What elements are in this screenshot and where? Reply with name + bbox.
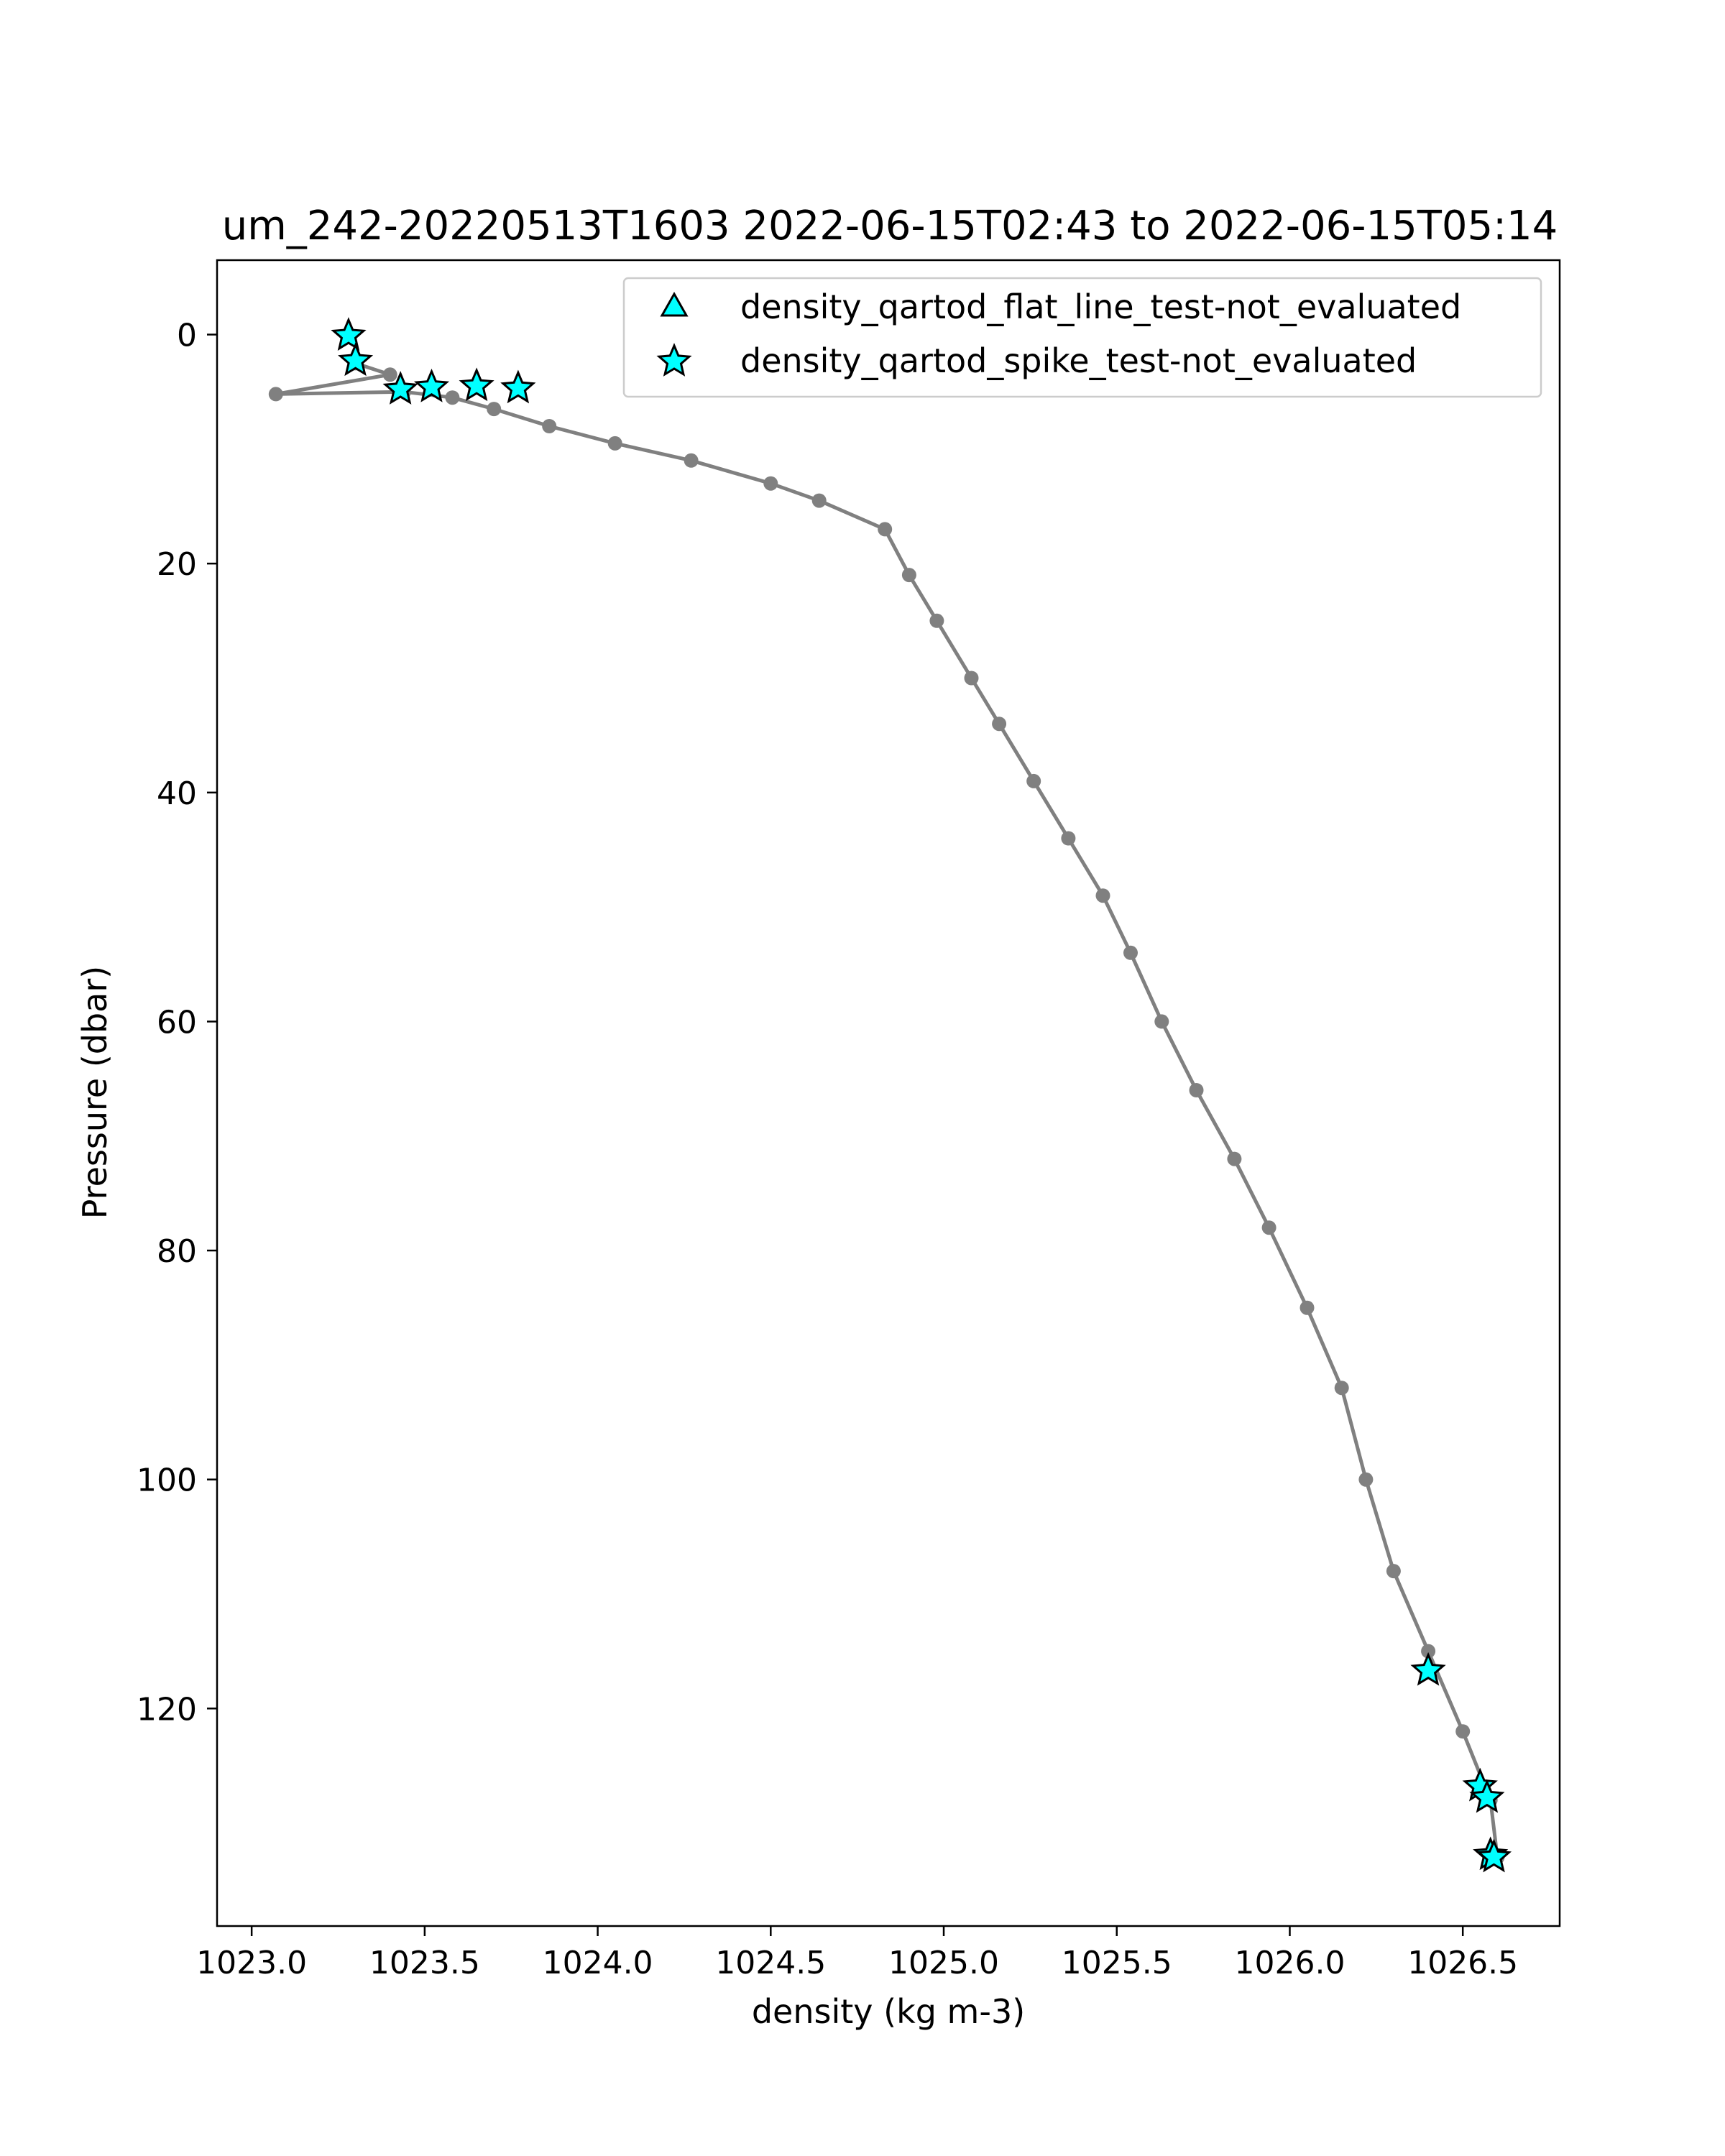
y-tick-label: 80 bbox=[157, 1233, 197, 1270]
x-tick-label: 1023.5 bbox=[369, 1945, 480, 1981]
profile-point bbox=[1154, 1014, 1169, 1029]
profile-point bbox=[1123, 945, 1138, 960]
legend-entry-spike: density_qartod_spike_test-not_evaluated bbox=[740, 341, 1417, 380]
profile-point bbox=[929, 613, 944, 628]
legend: density_qartod_flat_line_test-not_evalua… bbox=[622, 277, 1542, 398]
profile-point bbox=[1227, 1151, 1242, 1166]
plot-area-frame bbox=[216, 259, 1561, 1927]
spike-test-star-marker bbox=[338, 342, 374, 377]
legend-star-icon bbox=[656, 343, 692, 377]
spike-test-star-marker bbox=[382, 371, 418, 405]
profile-point bbox=[1095, 888, 1110, 903]
x-tick-label: 1025.0 bbox=[888, 1945, 999, 1981]
profile-point bbox=[382, 367, 397, 382]
profile-point bbox=[684, 453, 699, 468]
profile-point bbox=[1421, 1644, 1436, 1659]
profile-point bbox=[901, 568, 916, 583]
x-axis: 1023.0 1023.5 1024.0 1024.5 1025.0 1025.5 1026… bbox=[196, 1926, 1518, 1981]
spike-test-star-marker bbox=[413, 368, 450, 402]
x-axis-label: density (kg m-3) bbox=[752, 1992, 1025, 2031]
profile-point bbox=[964, 671, 979, 686]
y-tick-label: 0 bbox=[177, 318, 197, 354]
y-axis: 0 20 40 60 80 100 120 bbox=[137, 318, 217, 1728]
profile-point bbox=[542, 419, 557, 433]
x-tick-label: 1026.0 bbox=[1234, 1945, 1345, 1981]
profile-point bbox=[1061, 831, 1076, 846]
y-tick-label: 20 bbox=[157, 546, 197, 583]
spike-test-star-marker bbox=[500, 369, 536, 404]
profile-point bbox=[763, 476, 778, 491]
profile-point bbox=[1026, 773, 1041, 788]
profile-point bbox=[487, 402, 502, 417]
y-tick-label: 120 bbox=[137, 1691, 197, 1728]
profile-point bbox=[878, 522, 893, 537]
y-tick-label: 40 bbox=[157, 775, 197, 812]
profile-point bbox=[445, 390, 460, 405]
x-tick-label: 1023.0 bbox=[196, 1945, 307, 1981]
profile-point bbox=[1386, 1564, 1401, 1579]
y-tick-label: 100 bbox=[137, 1462, 197, 1499]
y-axis-label: Pressure (dbar) bbox=[75, 966, 114, 1219]
profile-point bbox=[1189, 1083, 1204, 1097]
legend-star-shape bbox=[656, 343, 692, 377]
profile-point bbox=[1358, 1472, 1374, 1487]
profile-point bbox=[1261, 1220, 1276, 1235]
profile-line bbox=[274, 361, 1499, 1858]
legend-box bbox=[622, 277, 1542, 398]
spike-test-star-marker bbox=[1476, 1838, 1512, 1873]
profile-point bbox=[811, 493, 827, 508]
x-tick-label: 1025.5 bbox=[1062, 1945, 1172, 1981]
chart-title: um_242-20220513T1603 2022-06-15T02:43 to… bbox=[222, 203, 1558, 249]
profile-point bbox=[1455, 1724, 1471, 1739]
profile-point bbox=[992, 717, 1007, 732]
profile-point bbox=[1300, 1300, 1315, 1315]
spike-test-star-marker bbox=[1410, 1651, 1446, 1686]
legend-triangle-icon bbox=[660, 291, 689, 317]
x-tick-label: 1024.0 bbox=[543, 1945, 653, 1981]
spike-test-star-marker bbox=[331, 317, 367, 351]
legend-entry-flat-line: density_qartod_flat_line_test-not_evalua… bbox=[740, 287, 1461, 326]
profile-point bbox=[268, 387, 283, 402]
spike-test-star-marker bbox=[1469, 1779, 1505, 1813]
flag-markers bbox=[331, 317, 1512, 1873]
profile-point bbox=[1334, 1381, 1349, 1396]
spike-test-star-marker bbox=[459, 367, 494, 402]
x-tick-label: 1024.5 bbox=[715, 1945, 826, 1981]
profile-point bbox=[607, 436, 622, 451]
y-tick-label: 60 bbox=[157, 1004, 197, 1041]
x-tick-label: 1026.5 bbox=[1407, 1945, 1518, 1981]
